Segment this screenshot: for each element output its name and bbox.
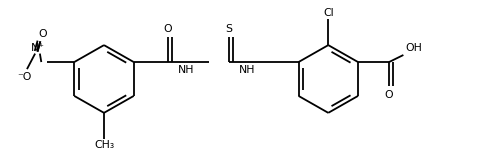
Text: Cl: Cl: [323, 8, 334, 18]
Text: O: O: [164, 24, 172, 34]
Text: N⁺: N⁺: [31, 43, 45, 53]
Text: O: O: [385, 90, 394, 100]
Text: S: S: [225, 24, 232, 34]
Text: CH₃: CH₃: [94, 140, 114, 150]
Text: OH: OH: [405, 43, 422, 53]
Text: O: O: [38, 29, 47, 39]
Text: NH: NH: [178, 65, 194, 75]
Text: NH: NH: [239, 65, 255, 75]
Text: ⁻O: ⁻O: [17, 72, 31, 82]
